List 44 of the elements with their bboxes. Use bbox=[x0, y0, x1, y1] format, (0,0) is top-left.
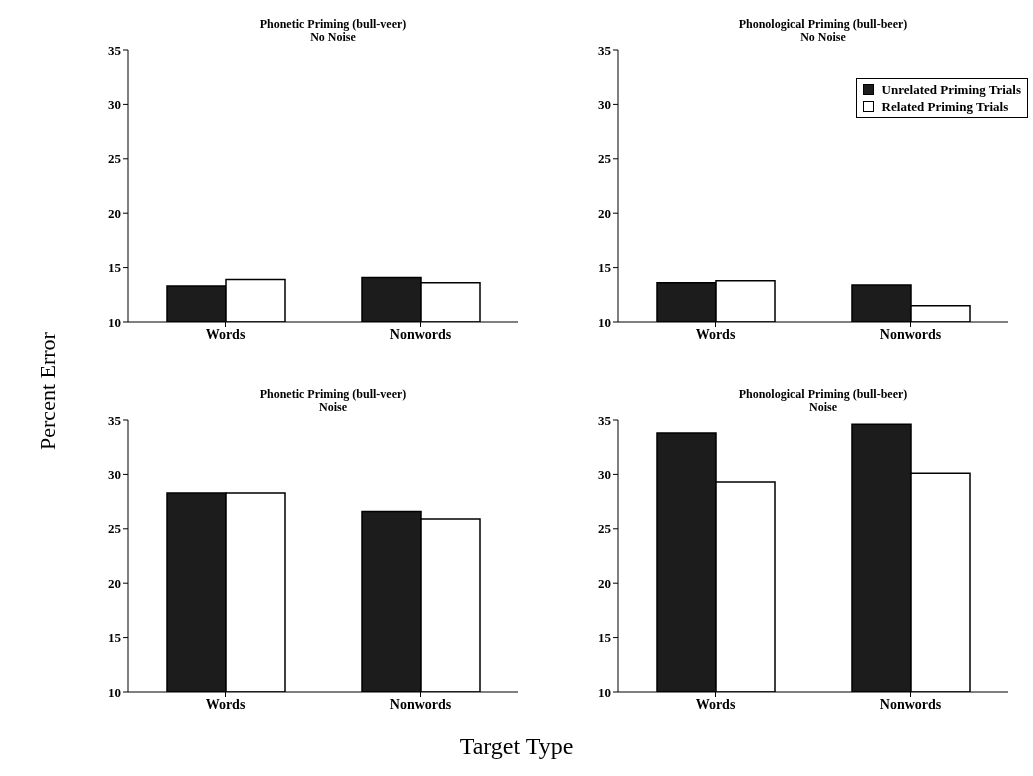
chart-subtitle: Noise bbox=[809, 400, 837, 414]
y-tick-label: 15 bbox=[108, 630, 122, 646]
y-tick-label: 35 bbox=[108, 412, 122, 428]
y-tick-label: 15 bbox=[598, 630, 612, 646]
y-tick-label: 20 bbox=[598, 205, 611, 221]
y-tick-label: 25 bbox=[598, 151, 612, 167]
x-tick-label: Words bbox=[205, 326, 246, 342]
chart-subtitle: No Noise bbox=[310, 30, 356, 44]
chart-title: Phonetic Priming (bull-veer) bbox=[258, 387, 408, 401]
y-tick-label: 30 bbox=[598, 97, 611, 113]
y-axis-title: Percent Error bbox=[35, 331, 61, 452]
chart-title: Phonological Priming (bull-beer) bbox=[737, 387, 909, 401]
y-tick-label: 10 bbox=[108, 684, 121, 700]
y-tick-label: 25 bbox=[108, 521, 122, 537]
y-tick-label: 35 bbox=[108, 42, 122, 58]
y-tick-label: 10 bbox=[108, 314, 121, 330]
legend-label: Related Priming Trials bbox=[881, 98, 1009, 115]
x-tick-label: Nonwords bbox=[389, 326, 452, 342]
y-tick-label: 25 bbox=[108, 151, 122, 167]
y-tick-label: 20 bbox=[108, 575, 121, 591]
y-tick-label: 30 bbox=[108, 467, 121, 483]
y-tick-label: 35 bbox=[598, 42, 612, 58]
chart-title: Phonetic Priming (bull-veer) bbox=[258, 17, 408, 31]
legend-label: Unrelated Priming Trials bbox=[881, 81, 1021, 98]
y-tick-label: 10 bbox=[598, 684, 611, 700]
y-tick-label: 15 bbox=[598, 260, 612, 276]
chart-title: Phonological Priming (bull-beer) bbox=[737, 17, 909, 31]
y-tick-label: 15 bbox=[108, 260, 122, 276]
x-tick-label: Words bbox=[205, 696, 246, 712]
y-tick-label: 30 bbox=[598, 467, 611, 483]
x-tick-label: Nonwords bbox=[879, 326, 942, 342]
x-axis-title: Target Type bbox=[458, 733, 575, 760]
chart-subtitle: Noise bbox=[319, 400, 347, 414]
y-tick-label: 25 bbox=[598, 521, 612, 537]
y-tick-label: 35 bbox=[598, 412, 612, 428]
x-tick-label: Nonwords bbox=[879, 696, 942, 712]
y-tick-label: 20 bbox=[598, 575, 611, 591]
x-tick-label: Words bbox=[695, 326, 736, 342]
y-tick-label: 30 bbox=[108, 97, 121, 113]
x-tick-label: Words bbox=[695, 696, 736, 712]
y-tick-label: 10 bbox=[598, 314, 611, 330]
chart-subtitle: No Noise bbox=[800, 30, 846, 44]
y-tick-label: 20 bbox=[108, 205, 121, 221]
x-tick-label: Nonwords bbox=[389, 696, 452, 712]
